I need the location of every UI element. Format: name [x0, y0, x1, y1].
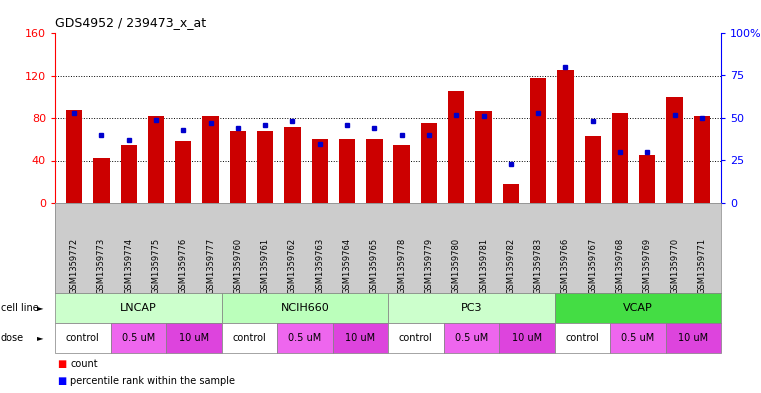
Bar — [366, 139, 383, 203]
Bar — [666, 323, 721, 353]
Bar — [55, 293, 221, 323]
Text: ■: ■ — [57, 359, 66, 369]
Text: ►: ► — [37, 334, 43, 343]
Bar — [175, 141, 192, 203]
Bar — [333, 323, 388, 353]
Bar — [421, 123, 437, 203]
Text: control: control — [232, 333, 266, 343]
Bar — [530, 78, 546, 203]
Text: 0.5 uM: 0.5 uM — [288, 333, 321, 343]
Text: PC3: PC3 — [460, 303, 482, 313]
Text: 0.5 uM: 0.5 uM — [454, 333, 488, 343]
Bar — [393, 145, 410, 203]
Text: 10 uM: 10 uM — [678, 333, 708, 343]
Text: ■: ■ — [57, 376, 66, 386]
Bar — [476, 110, 492, 203]
Bar — [221, 293, 388, 323]
Text: ►: ► — [37, 303, 43, 312]
Bar — [285, 127, 301, 203]
Text: dose: dose — [1, 333, 24, 343]
Text: LNCAP: LNCAP — [120, 303, 157, 313]
Bar — [557, 70, 574, 203]
Bar — [230, 131, 246, 203]
Bar — [202, 116, 218, 203]
Bar — [448, 92, 464, 203]
Bar — [55, 323, 110, 353]
Text: 10 uM: 10 uM — [179, 333, 209, 343]
Bar — [388, 323, 444, 353]
Text: control: control — [66, 333, 100, 343]
Text: 0.5 uM: 0.5 uM — [621, 333, 654, 343]
Text: 0.5 uM: 0.5 uM — [122, 333, 155, 343]
Text: NCIH660: NCIH660 — [280, 303, 329, 313]
Text: count: count — [70, 359, 97, 369]
Bar — [277, 323, 333, 353]
Text: VCAP: VCAP — [622, 303, 653, 313]
Text: control: control — [399, 333, 432, 343]
Bar — [667, 97, 683, 203]
Bar — [221, 323, 277, 353]
Text: GDS4952 / 239473_x_at: GDS4952 / 239473_x_at — [55, 16, 206, 29]
Bar — [120, 145, 137, 203]
Bar — [166, 323, 221, 353]
Text: 10 uM: 10 uM — [345, 333, 375, 343]
Bar — [339, 139, 355, 203]
Bar — [66, 110, 82, 203]
Bar — [110, 323, 166, 353]
Bar — [499, 323, 555, 353]
Text: percentile rank within the sample: percentile rank within the sample — [70, 376, 235, 386]
Bar — [257, 131, 273, 203]
Bar — [311, 139, 328, 203]
Bar — [610, 323, 666, 353]
Bar — [148, 116, 164, 203]
Bar — [555, 323, 610, 353]
Text: control: control — [565, 333, 599, 343]
Text: 10 uM: 10 uM — [511, 333, 542, 343]
Bar — [639, 155, 655, 203]
Bar — [502, 184, 519, 203]
Bar — [555, 293, 721, 323]
Bar — [612, 113, 628, 203]
Bar — [93, 158, 110, 203]
Bar — [584, 136, 601, 203]
Bar — [388, 293, 555, 323]
Text: cell line: cell line — [1, 303, 39, 313]
Bar — [694, 116, 710, 203]
Bar — [444, 323, 499, 353]
